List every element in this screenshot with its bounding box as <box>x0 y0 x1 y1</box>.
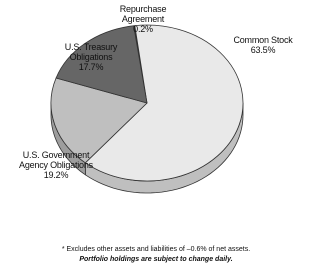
slice-label: U.S. Government Agency Obligations 19.2% <box>10 150 102 180</box>
footnote: Portfolio holdings are subject to change… <box>79 256 233 263</box>
category-label: U.S. Government Agency Obligations <box>19 150 93 170</box>
value-label: 63.5% <box>250 45 276 55</box>
category-label: Repurchase Agreement <box>119 4 167 24</box>
pie-slice <box>50 77 148 164</box>
pie-canvas <box>50 24 244 194</box>
footnote: * Excludes other assets and liabilities … <box>61 246 251 253</box>
value-label: 0.2% <box>133 24 153 34</box>
slice-label: U.S. Treasury Obligations 17.7% <box>60 42 122 72</box>
category-label: Common Stock <box>233 35 293 45</box>
chart: * Excludes other assets and liabilities … <box>10 4 300 263</box>
pie-slice <box>84 24 244 182</box>
value-label: 19.2% <box>43 170 69 180</box>
slice-label: Repurchase Agreement 0.2% <box>102 4 184 34</box>
value-label: 17.7% <box>78 62 104 72</box>
pie-slice <box>55 25 148 104</box>
category-label: U.S. Treasury Obligations <box>64 42 118 62</box>
slice-label: Common Stock 63.5% <box>226 35 300 55</box>
